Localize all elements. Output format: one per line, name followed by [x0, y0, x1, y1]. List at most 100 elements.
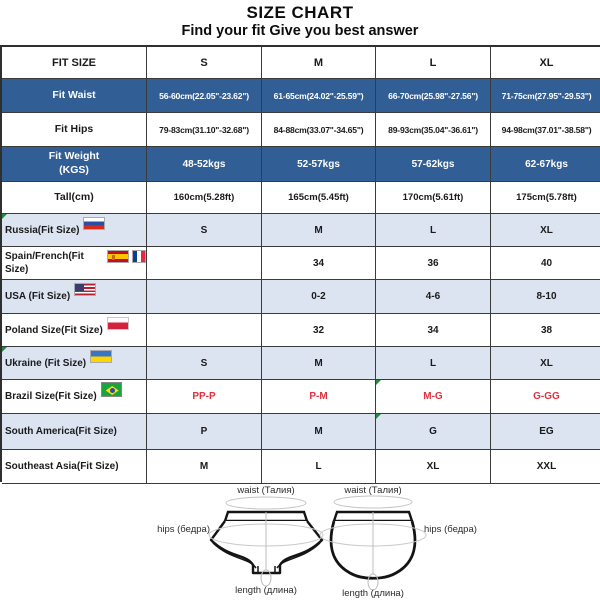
size-cell-usa-fit-size-xl: 8-10 — [491, 280, 600, 314]
size-cell-russia-fit-size-xl: XL — [491, 214, 600, 247]
size-cell-fit-hips-m: 84-88cm(33.07"-34.65") — [262, 113, 376, 147]
row-label-spain-french-fit-size: Spain/French(Fit Size) — [2, 247, 147, 280]
size-cell-fit-weight-s: 48-52kgs — [147, 147, 262, 182]
size-cell-tall-cm-l: 170cm(5.61ft) — [376, 182, 491, 214]
size-cell-fit-hips-s: 79-83cm(31.10"-32.68") — [147, 113, 262, 147]
ukraine-flag-icon — [90, 349, 113, 363]
measurement-diagrams: waist (Талия) waist (Талия) hips (бедра)… — [0, 482, 600, 600]
size-cell-fit-hips-l: 89-93cm(35.04"-36.61") — [376, 113, 491, 147]
row-label-ukraine-fit-size: Ukraine (Fit Size) — [2, 347, 147, 380]
size-cell-poland-size-fit-size-xl: 38 — [491, 314, 600, 347]
excel-corner-mark — [2, 214, 7, 219]
flag-group — [74, 283, 97, 296]
hips-label-left: hips (бедра) — [157, 524, 210, 535]
size-cell-spain-french-fit-size-s — [147, 247, 262, 280]
row-label-text: Poland Size(Fit Size) — [5, 324, 103, 336]
size-cell-russia-fit-size-s: S — [147, 214, 262, 247]
row-label-text: Southeast Asia(Fit Size) — [5, 461, 119, 472]
size-cell-ukraine-fit-size-s: S — [147, 347, 262, 380]
size-cell-poland-size-fit-size-m: 32 — [262, 314, 376, 347]
hips-label-right: hips (бедра) — [424, 524, 477, 535]
header-fit-size: FIT SIZE — [2, 47, 147, 79]
size-cell-southeast-asia-fit-size-m: L — [262, 450, 376, 484]
size-cell-brazil-size-fit-size-m: P-M — [262, 380, 376, 414]
brazil-flag-icon — [100, 382, 122, 397]
size-cell-russia-fit-size-m: M — [262, 214, 376, 247]
france-flag-icon — [132, 249, 146, 263]
row-label-text: Fit Weight (KGS) — [48, 150, 100, 176]
size-cell-fit-hips-xl: 94-98cm(37.01"-38.58") — [491, 113, 600, 147]
size-cell-fit-waist-l: 66-70cm(25.98"-27.56") — [376, 79, 491, 113]
row-label-fit-hips: Fit Hips — [2, 113, 147, 147]
size-cell-southeast-asia-fit-size-s: M — [147, 450, 262, 484]
size-cell-usa-fit-size-m: 0-2 — [262, 280, 376, 314]
size-cell-southeast-asia-fit-size-l: XL — [376, 450, 491, 484]
row-label-text: Fit Hips — [54, 122, 94, 135]
row-label-brazil-size-fit-size: Brazil Size(Fit Size) — [2, 380, 147, 414]
flag-group — [107, 249, 146, 263]
header-size-l: L — [376, 47, 491, 79]
size-cell-south-america-fit-size-m: M — [262, 414, 376, 450]
row-label-text: Spain/French(Fit Size) — [5, 251, 84, 275]
poland-flag-icon — [106, 316, 129, 330]
waist-label-right: waist (Талия) — [344, 485, 402, 496]
row-label-fit-weight-kgs: Fit Weight (KGS) — [2, 147, 147, 182]
size-cell-poland-size-fit-size-s — [147, 314, 262, 347]
size-cell-ukraine-fit-size-l: L — [376, 347, 491, 380]
size-cell-tall-cm-m: 165cm(5.45ft) — [262, 182, 376, 214]
size-cell-brazil-size-fit-size-xl: G-GG — [491, 380, 600, 414]
header-size-s: S — [147, 47, 262, 79]
row-label-text: USA (Fit Size) — [5, 291, 71, 302]
excel-corner-mark — [376, 414, 381, 419]
size-cell-fit-weight-xl: 62-67kgs — [491, 147, 600, 182]
size-cell-ukraine-fit-size-m: M — [262, 347, 376, 380]
flag-group — [83, 216, 106, 230]
size-cell-fit-weight-m: 52-57kgs — [262, 147, 376, 182]
size-cell-usa-fit-size-s — [147, 280, 262, 314]
spain-flag-icon — [107, 249, 129, 263]
size-cell-fit-waist-m: 61-65cm(24.02"-25.59") — [262, 79, 376, 113]
size-cell-fit-waist-s: 56-60cm(22.05"-23.62") — [147, 79, 262, 113]
row-label-russia-fit-size: Russia(Fit Size) — [2, 214, 147, 247]
size-cell-poland-size-fit-size-l: 34 — [376, 314, 491, 347]
size-cell-brazil-size-fit-size-s: PP-P — [147, 380, 262, 414]
size-cell-tall-cm-xl: 175cm(5.78ft) — [491, 182, 600, 214]
size-cell-usa-fit-size-l: 4-6 — [376, 280, 491, 314]
row-label-southeast-asia-fit-size: Southeast Asia(Fit Size) — [2, 450, 147, 484]
row-label-poland-size-fit-size: Poland Size(Fit Size) — [2, 314, 147, 347]
row-label-text: Ukraine (Fit Size) — [5, 357, 87, 369]
size-cell-south-america-fit-size-xl: EG — [491, 414, 600, 450]
size-cell-south-america-fit-size-l: G — [376, 414, 491, 450]
size-cell-spain-french-fit-size-l: 36 — [376, 247, 491, 280]
flag-group — [90, 349, 113, 363]
size-cell-southeast-asia-fit-size-xl: XXL — [491, 450, 600, 484]
row-label-text: South America(Fit Size) — [5, 426, 117, 437]
row-label-south-america-fit-size: South America(Fit Size) — [2, 414, 147, 450]
page-title: SIZE CHART — [246, 3, 354, 22]
length-label-right: length (длина) — [342, 588, 404, 599]
flag-group — [106, 316, 129, 330]
excel-corner-mark — [2, 347, 7, 352]
size-cell-ukraine-fit-size-xl: XL — [491, 347, 600, 380]
russia-flag-icon — [83, 216, 106, 230]
page-subtitle: Find your fit Give you best answer — [181, 23, 419, 39]
size-cell-brazil-size-fit-size-l: M-G — [376, 380, 491, 414]
size-cell-south-america-fit-size-s: P — [147, 414, 262, 450]
row-label-text: Fit Waist — [52, 88, 96, 101]
row-label-fit-waist: Fit Waist — [2, 79, 147, 113]
row-label-tall-cm: Tall(cm) — [2, 182, 147, 214]
row-label-text: Tall(cm) — [54, 190, 94, 203]
panties-diagram-icon — [208, 495, 427, 591]
size-cell-spain-french-fit-size-m: 34 — [262, 247, 376, 280]
row-label-text: Russia(Fit Size) — [5, 224, 80, 236]
size-cell-spain-french-fit-size-xl: 40 — [491, 247, 600, 280]
size-table: FIT SIZE S M L XL Fit Waist 56-60cm(22.05"-23.… — [0, 45, 600, 484]
header-size-m: M — [262, 47, 376, 79]
size-cell-fit-waist-xl: 71-75cm(27.95"-29.53") — [491, 79, 600, 113]
header-size-xl: XL — [491, 47, 600, 79]
size-cell-tall-cm-s: 160cm(5.28ft) — [147, 182, 262, 214]
flag-group — [100, 382, 122, 397]
usa-flag-icon — [74, 283, 97, 296]
length-label-left: length (длина) — [235, 585, 297, 596]
